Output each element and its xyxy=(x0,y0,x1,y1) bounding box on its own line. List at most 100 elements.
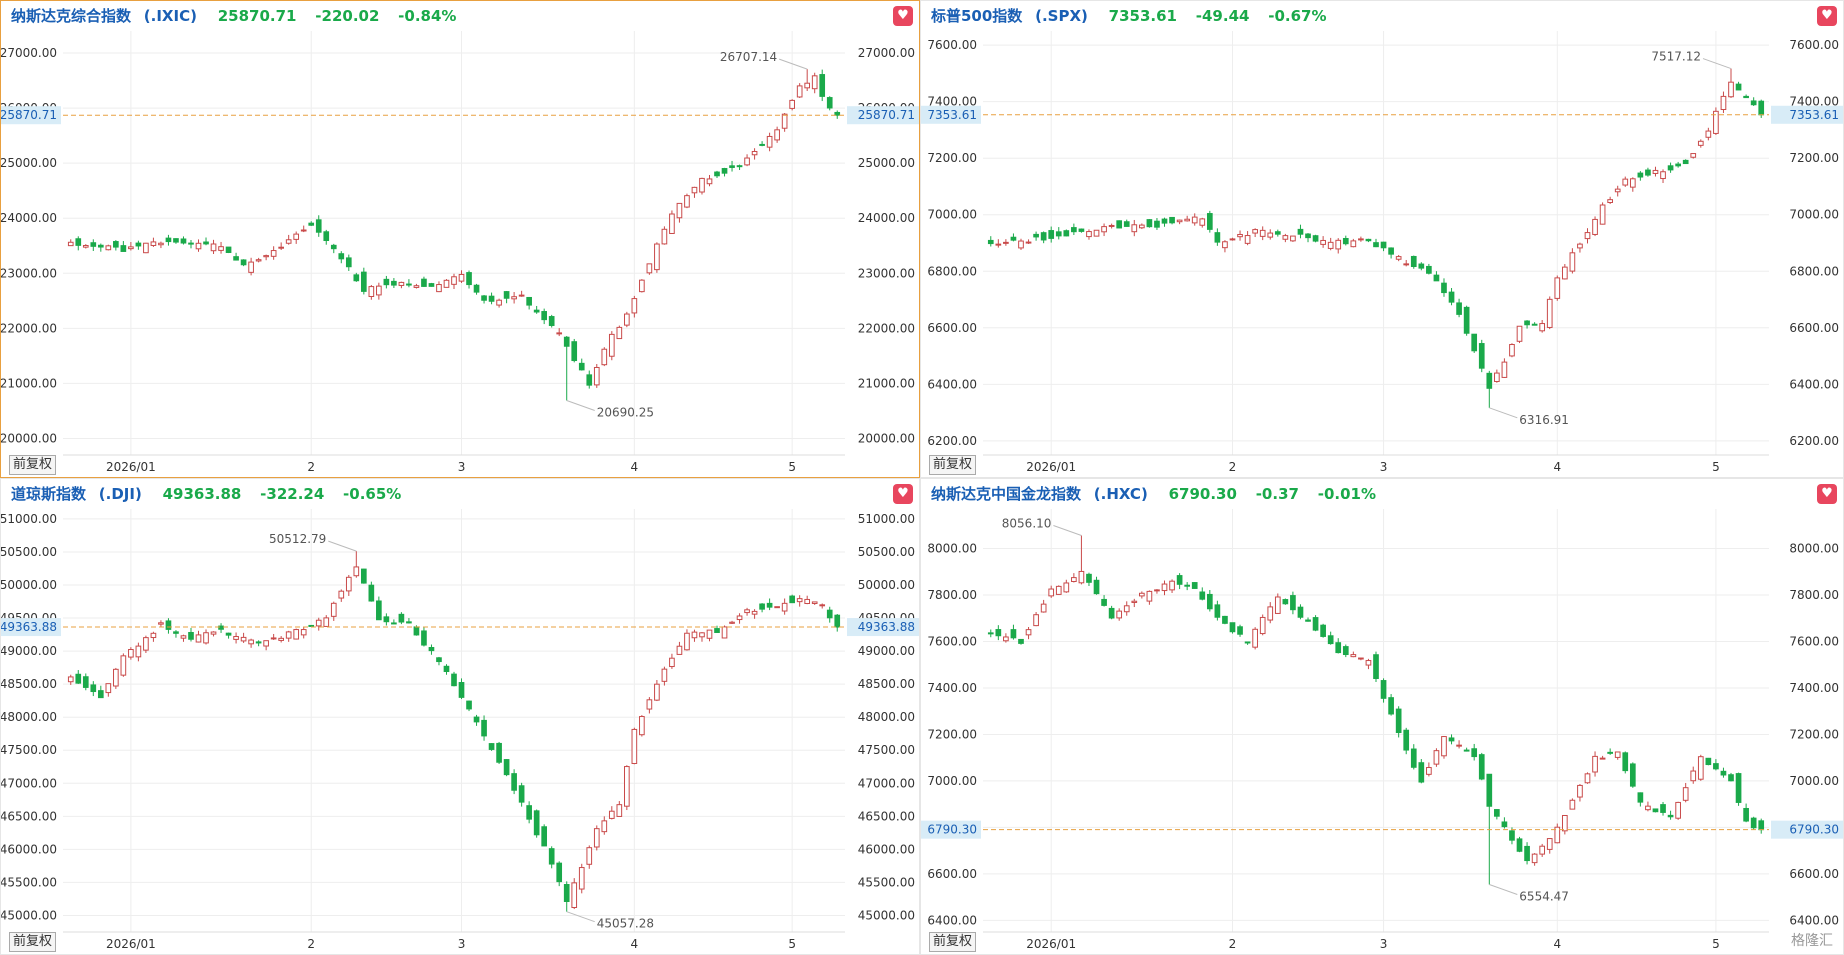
candle-down xyxy=(1055,231,1062,237)
candle-up xyxy=(721,626,728,639)
candle-down xyxy=(1244,641,1251,644)
y-tick-label: 22000.00 xyxy=(858,321,915,335)
candle-up xyxy=(270,637,277,640)
percent-change: -0.67% xyxy=(1268,7,1327,25)
candle-up xyxy=(654,243,660,271)
index-name[interactable]: 道琼斯指数 xyxy=(11,485,87,503)
candle-up xyxy=(811,75,818,90)
candle-up xyxy=(1252,229,1258,234)
candle-down xyxy=(1063,230,1070,237)
candlestick-chart[interactable]: 20000.00 20000.00 21000.00 21000.00 22000.00… xyxy=(1,1,919,477)
candle-up xyxy=(1705,130,1712,138)
candle-up xyxy=(1139,224,1145,229)
index-name[interactable]: 标普500指数 xyxy=(931,7,1023,25)
candle-down xyxy=(1682,159,1689,165)
candle-up xyxy=(150,241,157,246)
candle-up xyxy=(706,178,713,185)
chart-panel-ixic[interactable]: 20000.00 20000.00 21000.00 21000.00 22000.00… xyxy=(0,0,920,478)
candle-up xyxy=(661,228,668,245)
candlestick-chart[interactable]: 45000.00 45000.00 45500.00 45500.00 46000.00… xyxy=(1,479,919,954)
last-price: 7353.61 xyxy=(1108,7,1177,25)
candle-up xyxy=(1675,801,1681,819)
candle-up xyxy=(1259,616,1266,635)
index-name[interactable]: 纳斯达克中国金龙指数 xyxy=(931,485,1082,503)
heart-icon[interactable]: ♥ xyxy=(893,6,913,26)
candlestick-chart[interactable]: 6200.00 6200.00 6400.00 6400.00 6600.00 6600.… xyxy=(921,1,1843,477)
candle-up xyxy=(1561,266,1568,280)
last-price-box xyxy=(1771,105,1843,124)
candle-up xyxy=(263,640,269,647)
y-tick-label: 7000.00 xyxy=(927,774,977,788)
candle-down xyxy=(1660,804,1666,813)
candle-down xyxy=(1373,242,1379,248)
candle-down xyxy=(353,274,360,282)
y-tick-label: 7200.00 xyxy=(1789,151,1839,165)
candle-up xyxy=(1690,770,1697,782)
candle-up xyxy=(601,820,608,833)
y-tick-label: 6600.00 xyxy=(1789,867,1839,881)
candle-up xyxy=(458,273,465,282)
candle-up xyxy=(1176,219,1183,223)
adjust-button[interactable]: 前复权 xyxy=(929,455,977,475)
candle-down xyxy=(1365,238,1372,242)
candle-up xyxy=(1614,751,1621,758)
y-tick-label: 47000.00 xyxy=(1,776,57,790)
y-tick-label: 49000.00 xyxy=(1,644,57,658)
adjust-button[interactable]: 前复权 xyxy=(929,932,977,952)
max-leader xyxy=(1053,525,1082,536)
candle-down xyxy=(541,311,548,321)
candle-up xyxy=(518,294,525,297)
candle-down xyxy=(165,620,172,630)
candle-down xyxy=(1705,757,1712,766)
candle-up xyxy=(120,655,127,676)
adjust-button[interactable]: 前复权 xyxy=(9,455,57,475)
candle-up xyxy=(1682,787,1689,801)
index-code: (.SPX) xyxy=(1035,7,1088,25)
heart-icon[interactable]: ♥ xyxy=(1817,6,1837,26)
x-tick-label: 2026/01 xyxy=(106,937,156,951)
candle-up xyxy=(1358,238,1364,241)
candle-up xyxy=(1577,243,1583,249)
chart-panel-spx[interactable]: 6200.00 6200.00 6400.00 6400.00 6600.00 6600.… xyxy=(920,0,1844,478)
candle-up xyxy=(593,828,600,848)
candle-down xyxy=(571,341,578,362)
candle-up xyxy=(1607,199,1613,203)
candle-up xyxy=(1365,660,1372,666)
candle-up xyxy=(1433,750,1440,765)
x-tick-label: 2026/01 xyxy=(106,460,156,474)
adjust-button[interactable]: 前复权 xyxy=(9,932,57,952)
heart-icon[interactable]: ♥ xyxy=(1817,484,1837,504)
y-tick-label: 23000.00 xyxy=(1,266,57,280)
last-price-box xyxy=(1,106,61,125)
index-name[interactable]: 纳斯达克综合指数 xyxy=(11,7,132,25)
last-price-box xyxy=(921,105,981,124)
candle-down xyxy=(1161,218,1168,224)
candle-up xyxy=(819,604,826,607)
chart-panel-dji[interactable]: 45000.00 45000.00 45500.00 45500.00 46000.00… xyxy=(0,478,920,955)
candle-down xyxy=(1388,247,1394,255)
candle-down xyxy=(398,613,405,623)
candlestick-chart[interactable]: 6400.006400.006600.006600.006800.006800.… xyxy=(921,479,1843,954)
candle-down xyxy=(180,238,187,244)
candle-up xyxy=(1146,590,1153,602)
candle-down xyxy=(533,309,540,313)
candle-up xyxy=(1592,755,1598,773)
candle-up xyxy=(1040,603,1047,613)
y-tick-label: 49000.00 xyxy=(858,644,915,658)
candle-up xyxy=(285,239,292,244)
candle-up xyxy=(1494,372,1500,382)
candle-down xyxy=(1108,607,1115,619)
heart-icon[interactable]: ♥ xyxy=(893,484,913,504)
candle-up xyxy=(1199,218,1206,226)
candle-down xyxy=(1486,773,1493,807)
candle-up xyxy=(781,113,788,129)
x-tick-label: 5 xyxy=(1712,460,1720,474)
candle-up xyxy=(736,615,743,621)
candle-down xyxy=(1086,573,1092,583)
candle-down xyxy=(173,631,179,634)
candle-down xyxy=(1758,820,1765,831)
chart-panel-hxc[interactable]: 6400.006400.006600.006600.006800.006800.… xyxy=(920,478,1844,955)
candle-down xyxy=(188,631,194,640)
candle-down xyxy=(503,759,510,776)
y-tick-label: 51000.00 xyxy=(1,512,57,526)
